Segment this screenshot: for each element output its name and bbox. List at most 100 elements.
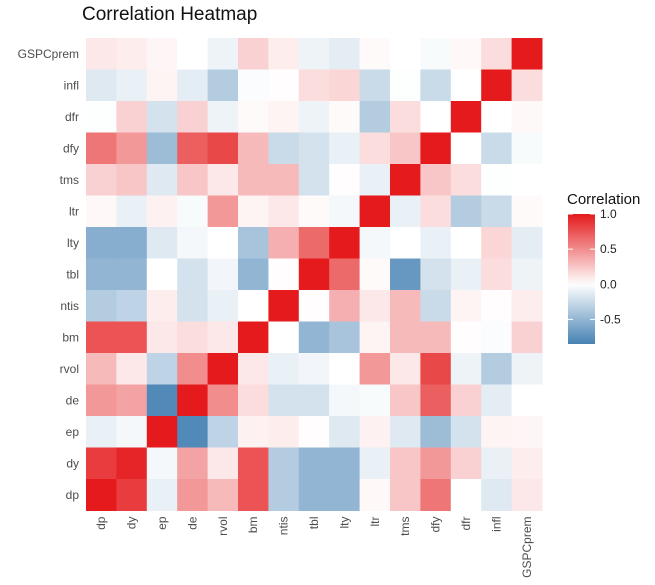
heatmap-cell [329, 384, 361, 417]
heatmap-cell [390, 416, 421, 448]
heatmap-cell [329, 479, 361, 511]
heatmap-cell [511, 384, 543, 417]
heatmap-cell [390, 258, 421, 291]
heatmap-cell [177, 101, 209, 133]
legend-tick-label: -0.5 [600, 312, 621, 326]
heatmap-cell [146, 227, 178, 259]
heatmap-cell [207, 384, 239, 417]
heatmap-cell [390, 321, 421, 354]
heatmap-cell [329, 416, 361, 448]
heatmap-cell [268, 227, 300, 259]
legend-title: Correlation [567, 191, 640, 208]
heatmap-cell [511, 416, 543, 448]
heatmap-cell [207, 164, 239, 196]
heatmap-cell [450, 290, 482, 322]
heatmap-cell [329, 258, 361, 291]
y-tick-label: lty [67, 236, 79, 250]
heatmap-cell [238, 290, 269, 322]
heatmap-cell [450, 164, 482, 196]
heatmap-cell [481, 132, 513, 165]
heatmap-cell [86, 416, 117, 448]
heatmap-cell [207, 132, 239, 165]
heatmap-cell [116, 164, 148, 196]
heatmap-cell [177, 69, 209, 102]
y-tick-label: dp [66, 488, 80, 502]
heatmap-cell [146, 132, 178, 165]
heatmap-cell [420, 353, 452, 385]
heatmap-cell [420, 479, 452, 511]
heatmap-cell [86, 290, 117, 322]
heatmap-cell [268, 101, 300, 133]
heatmap-cell [116, 38, 148, 70]
x-tick-label: tbl [307, 517, 321, 530]
heatmap-cell [146, 290, 178, 322]
heatmap-cell [268, 384, 300, 417]
y-tick-label: dfr [65, 110, 79, 124]
heatmap-cell [481, 258, 513, 291]
heatmap-cell [268, 195, 300, 228]
heatmap-cell [268, 290, 300, 322]
x-tick-label: ntis [277, 517, 291, 536]
heatmap-cell [511, 479, 543, 511]
heatmap-cell [238, 321, 269, 354]
legend-tick-label: 0.5 [600, 242, 617, 256]
heatmap-cell [86, 164, 117, 196]
heatmap-cell [146, 164, 178, 196]
heatmap-cell [420, 164, 452, 196]
heatmap-cell [481, 164, 513, 196]
heatmap-cell [511, 132, 543, 165]
heatmap-cell [298, 132, 330, 165]
heatmap-cell [329, 447, 361, 480]
heatmap-cell [390, 164, 421, 196]
heatmap-cell [207, 101, 239, 133]
heatmap-cell [268, 69, 300, 102]
heatmap-cell [268, 416, 300, 448]
heatmap-cell [359, 447, 391, 480]
heatmap-cell [177, 164, 209, 196]
heatmap-cell [359, 227, 391, 259]
heatmap-cell [238, 447, 269, 480]
heatmap-cell [329, 195, 361, 228]
heatmap-cell [146, 258, 178, 291]
heatmap-cell [359, 290, 391, 322]
heatmap-cell [207, 227, 239, 259]
heatmap-cell [298, 384, 330, 417]
heatmap-cell [420, 195, 452, 228]
heatmap-cell [177, 416, 209, 448]
heatmap-cell [177, 384, 209, 417]
legend-tick-label: 1.0 [600, 207, 617, 221]
heatmap-cell [481, 384, 513, 417]
x-tick-label: ltr [368, 517, 382, 527]
heatmap-cell [238, 479, 269, 511]
heatmap-cell [450, 101, 482, 133]
y-tick-label: rvol [60, 362, 79, 376]
heatmap-cell [390, 101, 421, 133]
heatmap-cell [511, 227, 543, 259]
heatmap-cell [268, 321, 300, 354]
heatmap-cell [146, 353, 178, 385]
heatmap-cell [86, 258, 117, 291]
heatmap-cell [298, 416, 330, 448]
heatmap-cell [298, 195, 330, 228]
heatmap-cell [359, 416, 391, 448]
heatmap-cell [207, 69, 239, 102]
y-tick-label: de [66, 393, 80, 407]
heatmap-cell [207, 447, 239, 480]
heatmap-cell [450, 321, 482, 354]
heatmap-cell [298, 227, 330, 259]
heatmap-cell [177, 290, 209, 322]
heatmap-cell [359, 384, 391, 417]
heatmap-cell [420, 447, 452, 480]
heatmap-cell [359, 258, 391, 291]
heatmap-cell [238, 132, 269, 165]
heatmap-cell [207, 353, 239, 385]
x-tick-label: tms [398, 517, 412, 536]
heatmap-cell [390, 69, 421, 102]
y-tick-label: tbl [66, 267, 79, 281]
heatmap-cell [450, 132, 482, 165]
heatmap-cell [177, 479, 209, 511]
heatmap-cell [177, 38, 209, 70]
y-tick-label: tms [60, 173, 79, 187]
heatmap-cell [207, 258, 239, 291]
